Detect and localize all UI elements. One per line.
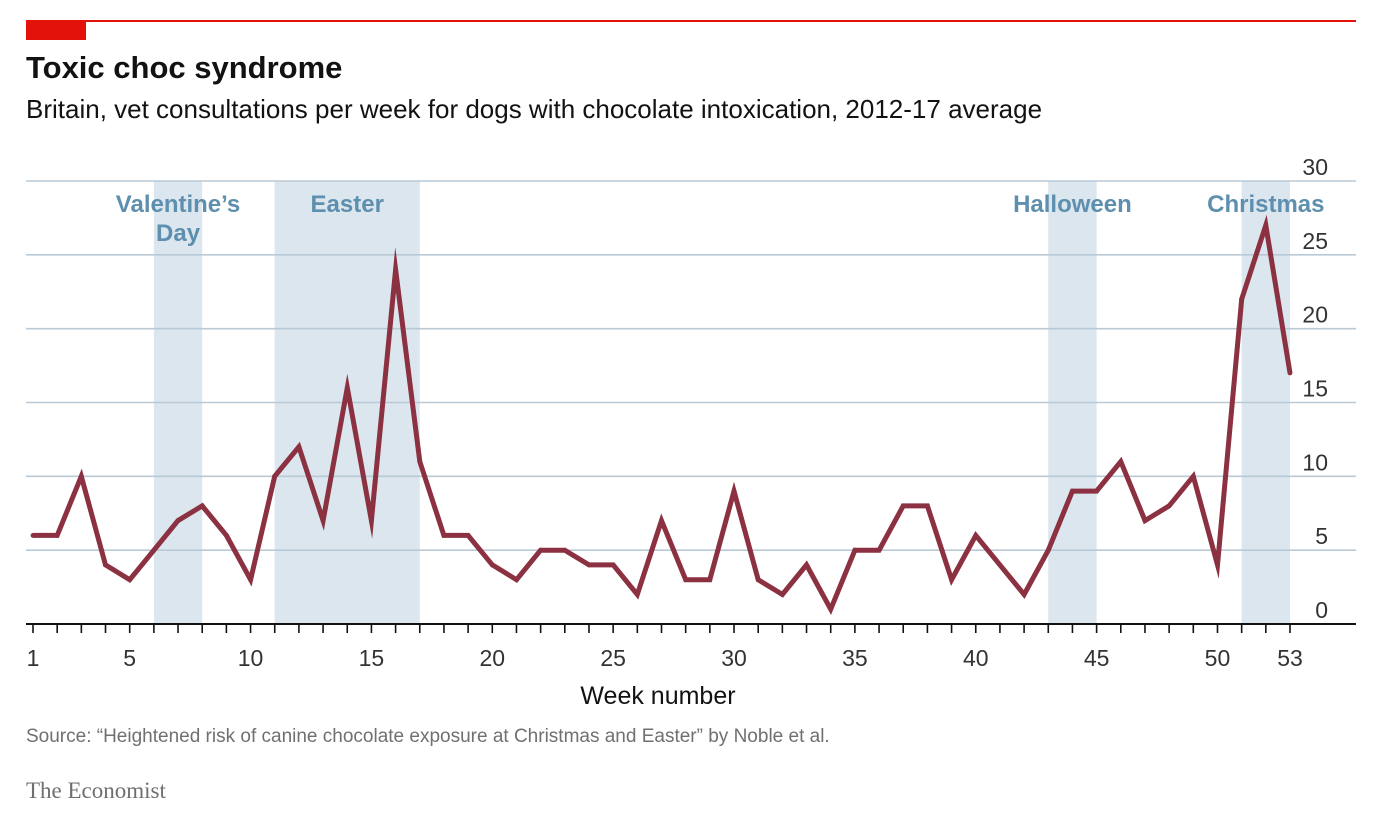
data-point	[1190, 473, 1196, 479]
x-tick-label: 1	[27, 645, 40, 671]
data-point	[151, 547, 157, 553]
data-point	[78, 473, 84, 479]
holiday-band-label: Easter	[311, 191, 384, 218]
data-point	[707, 577, 713, 583]
data-point	[1166, 503, 1172, 509]
data-point	[731, 488, 737, 494]
data-point	[320, 518, 326, 524]
data-point	[1021, 592, 1027, 597]
data-point	[1287, 370, 1293, 376]
data-point	[441, 533, 447, 538]
holiday-band-label: Day	[156, 220, 201, 247]
consultations-line	[33, 214, 1293, 616]
holiday-band-label: Halloween	[1013, 191, 1132, 218]
data-point	[973, 533, 979, 538]
x-tick-label: 40	[963, 645, 989, 671]
data-point	[199, 503, 205, 509]
data-point	[272, 473, 278, 479]
source-note: Source: “Heightened risk of canine choco…	[26, 726, 830, 747]
y-tick-label: 10	[1302, 449, 1328, 475]
top-accent-rule	[26, 20, 1356, 22]
y-tick-label: 0	[1315, 597, 1328, 623]
economist-logo: The Economist	[26, 778, 166, 803]
y-tick-label: 25	[1302, 228, 1328, 254]
data-point	[175, 518, 181, 524]
data-point	[925, 503, 930, 509]
data-point	[248, 577, 253, 583]
red-tag	[26, 20, 86, 40]
y-tick-label: 30	[1302, 154, 1328, 180]
data-point	[1094, 488, 1100, 494]
data-point	[1263, 222, 1269, 228]
data-point	[779, 592, 785, 597]
data-point	[634, 592, 640, 597]
data-point	[900, 503, 906, 509]
data-point	[514, 577, 519, 583]
data-point	[30, 533, 36, 538]
data-point	[489, 562, 495, 568]
data-point	[538, 547, 544, 553]
x-tick-label: 5	[123, 645, 136, 671]
data-point	[562, 547, 568, 553]
x-axis-label: Week number	[580, 682, 735, 710]
x-axis: 1 5 10 15 20 25 30 35 40 45 50 53	[26, 623, 1356, 671]
data-point	[103, 562, 108, 568]
data-point	[586, 562, 592, 568]
y-tick-label: 5	[1315, 523, 1328, 549]
data-point	[804, 562, 809, 568]
data-point	[393, 267, 398, 272]
data-point	[997, 562, 1003, 568]
data-point	[1045, 547, 1051, 553]
data-point	[1142, 518, 1148, 524]
x-tick-label: 53	[1277, 645, 1303, 671]
chart-title: Toxic choc syndrome	[26, 50, 343, 85]
y-axis-ticks: 0 5 10 15 20 25 30	[1302, 154, 1328, 623]
data-point	[828, 606, 834, 612]
data-point	[1070, 488, 1075, 494]
x-tick-label: 35	[842, 645, 868, 671]
holiday-band-label: Christmas	[1207, 191, 1324, 218]
x-tick-label: 15	[359, 645, 385, 671]
data-point	[659, 518, 664, 524]
holiday-band-label: Valentine’s	[116, 191, 241, 218]
data-point	[683, 577, 689, 583]
data-point	[1215, 562, 1220, 568]
data-point	[54, 533, 60, 538]
data-point	[344, 385, 350, 391]
data-point	[1118, 459, 1124, 464]
y-tick-label: 15	[1302, 376, 1328, 402]
data-point	[949, 577, 954, 583]
data-point	[876, 547, 882, 553]
data-point	[755, 577, 761, 583]
data-point	[1239, 296, 1245, 302]
x-tick-label: 10	[238, 645, 264, 671]
data-point	[417, 459, 423, 464]
chart-subtitle: Britain, vet consultations per week for …	[26, 94, 1043, 124]
x-tick-label: 50	[1205, 645, 1231, 671]
data-point	[223, 533, 229, 538]
series-line	[30, 214, 1293, 616]
x-tick-label: 30	[721, 645, 747, 671]
data-point	[852, 547, 858, 553]
x-tick-label: 20	[479, 645, 505, 671]
data-point	[610, 562, 616, 568]
data-point	[127, 577, 133, 583]
x-tick-label: 25	[600, 645, 626, 671]
data-point	[296, 444, 302, 450]
gridlines	[26, 180, 1356, 551]
x-tick-label: 45	[1084, 645, 1110, 671]
y-tick-label: 20	[1302, 302, 1328, 328]
data-point	[369, 518, 374, 524]
data-point	[465, 533, 471, 538]
